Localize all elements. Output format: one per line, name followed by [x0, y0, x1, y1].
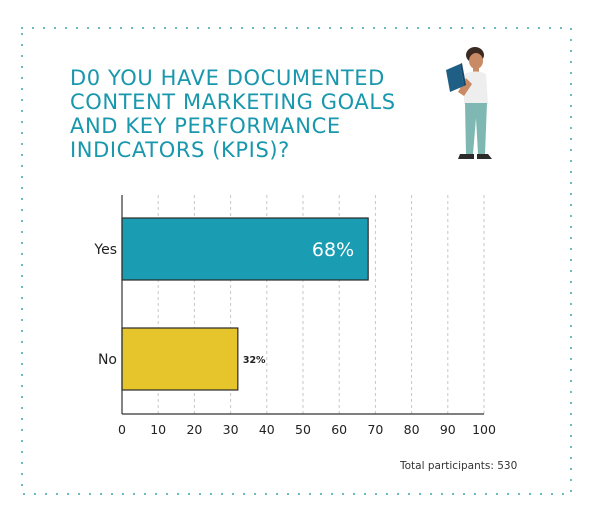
x-tick-label-40: 40 [259, 422, 275, 437]
x-tick-label-60: 60 [331, 422, 347, 437]
x-tick-label-80: 80 [404, 422, 420, 437]
bar-no [121, 327, 239, 391]
bar-yes [121, 217, 369, 281]
x-tick-label-100: 100 [472, 422, 496, 437]
x-tick-label-90: 90 [440, 422, 456, 437]
x-tick-label-0: 0 [118, 422, 126, 437]
chart-title: D0 YOU HAVE DOCUMENTED CONTENT MARKETING… [70, 66, 396, 162]
data-label-yes: 68% [312, 239, 354, 261]
bars [121, 217, 369, 391]
category-labels: Yes No [93, 242, 117, 368]
category-label-yes: Yes [93, 242, 117, 258]
x-tick-label-20: 20 [186, 422, 202, 437]
x-tick-label-30: 30 [223, 422, 239, 437]
x-tick-label-70: 70 [367, 422, 383, 437]
x-tick-labels: 0 10 20 30 40 50 60 70 80 90 100 [118, 422, 496, 437]
total-participants-note: Total participants: 530 [400, 460, 518, 472]
data-label-no: 32% [243, 355, 266, 366]
x-tick-label-50: 50 [295, 422, 311, 437]
person-reading-book-icon [446, 47, 492, 159]
category-label-no: No [98, 352, 117, 368]
x-tick-label-10: 10 [150, 422, 166, 437]
axes [121, 195, 484, 415]
data-labels: 68% 32% [243, 239, 354, 366]
